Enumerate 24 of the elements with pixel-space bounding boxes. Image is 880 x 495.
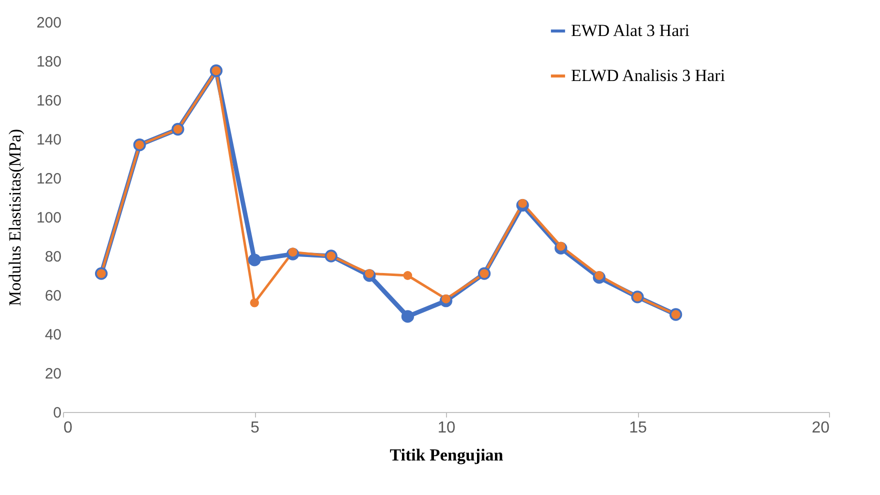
y-tick-label: 60 [44,288,62,304]
x-tick-label: 15 [629,420,647,436]
point [401,310,414,323]
y-tick-label: 140 [36,132,62,148]
x-tick-label: 20 [812,420,830,436]
x-tick-label: 10 [438,420,456,436]
y-tick-label: 80 [44,248,62,266]
point [250,298,259,308]
x-tick-label: 5 [250,420,260,436]
y-tick-label: 200 [36,14,62,32]
y-tick-label: 100 [36,210,62,226]
point [403,271,412,280]
x-tick-label: 0 [64,420,72,436]
y-tick-label: 120 [36,170,62,188]
y-tick-label: 180 [36,54,62,70]
legend-label: ELWD Analisis 3 Hari [571,66,726,85]
x-axis-title: Titik Pengujian [390,446,504,464]
y-tick-label: 0 [53,404,62,422]
y-axis-title: Modulus Elastisitas(MPa) [5,128,24,306]
point [248,254,261,266]
y-tick-label: 20 [44,366,62,382]
y-tick-label: 160 [36,92,62,110]
legend-label: EWD Alat 3 Hari [571,21,690,40]
y-tick-label: 40 [44,326,62,344]
